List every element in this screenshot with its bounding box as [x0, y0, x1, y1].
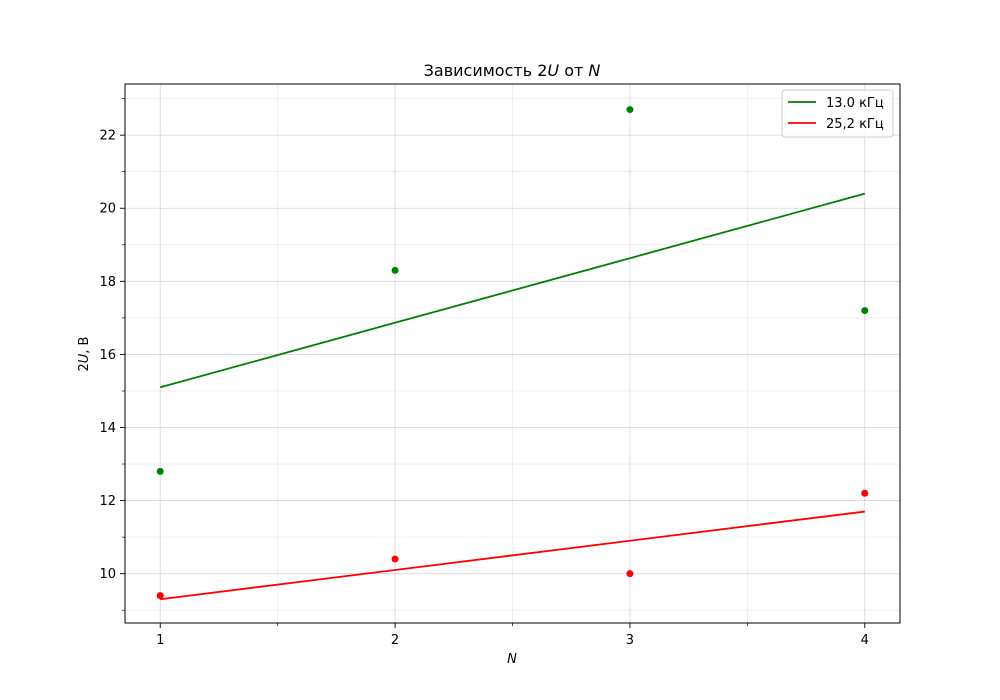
data-point-series-1 [391, 555, 399, 563]
legend: 13.0 кГц 25,2 кГц [781, 89, 894, 138]
x-axis-label: N [507, 652, 517, 667]
data-point-series-1 [156, 592, 164, 600]
y-tick-label: 22 [99, 129, 116, 144]
y-axis-label: 2U, В [77, 337, 92, 372]
data-point-series-0 [391, 266, 399, 274]
y-tick-label: 10 [99, 567, 116, 582]
fit-line-series-0 [159, 192, 866, 389]
y-tick-label: 18 [99, 275, 116, 290]
y-tick-label: 20 [99, 202, 116, 217]
y-tick-label: 14 [99, 421, 116, 436]
data-point-series-1 [626, 570, 634, 578]
data-point-series-0 [861, 307, 869, 315]
chart-title: Зависимость 2U от N [424, 61, 601, 80]
data-point-series-0 [156, 467, 164, 475]
y-tick-label: 16 [99, 348, 116, 363]
x-tick-label: 4 [861, 633, 869, 648]
data-point-series-0 [626, 106, 634, 114]
x-tick-label: 2 [391, 633, 399, 648]
data-point-series-1 [861, 489, 869, 497]
x-tick-label: 3 [626, 633, 634, 648]
legend-label-13khz: 13.0 кГц [826, 96, 884, 111]
legend-label-25khz: 25,2 кГц [826, 117, 884, 132]
x-tick-label: 1 [156, 633, 164, 648]
fit-line-series-1 [160, 510, 865, 601]
plot-frame [124, 83, 901, 624]
y-tick-label: 12 [99, 494, 116, 509]
